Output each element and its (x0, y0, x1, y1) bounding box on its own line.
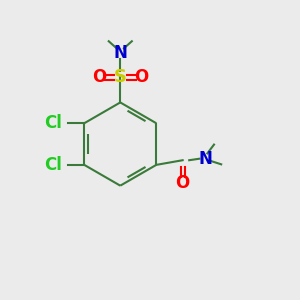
Text: N: N (199, 150, 213, 168)
Text: O: O (135, 68, 149, 86)
Text: Cl: Cl (44, 114, 62, 132)
Text: S: S (114, 68, 127, 86)
Text: O: O (176, 173, 190, 191)
Text: Cl: Cl (44, 156, 62, 174)
Text: N: N (113, 44, 127, 62)
Text: O: O (92, 68, 106, 86)
